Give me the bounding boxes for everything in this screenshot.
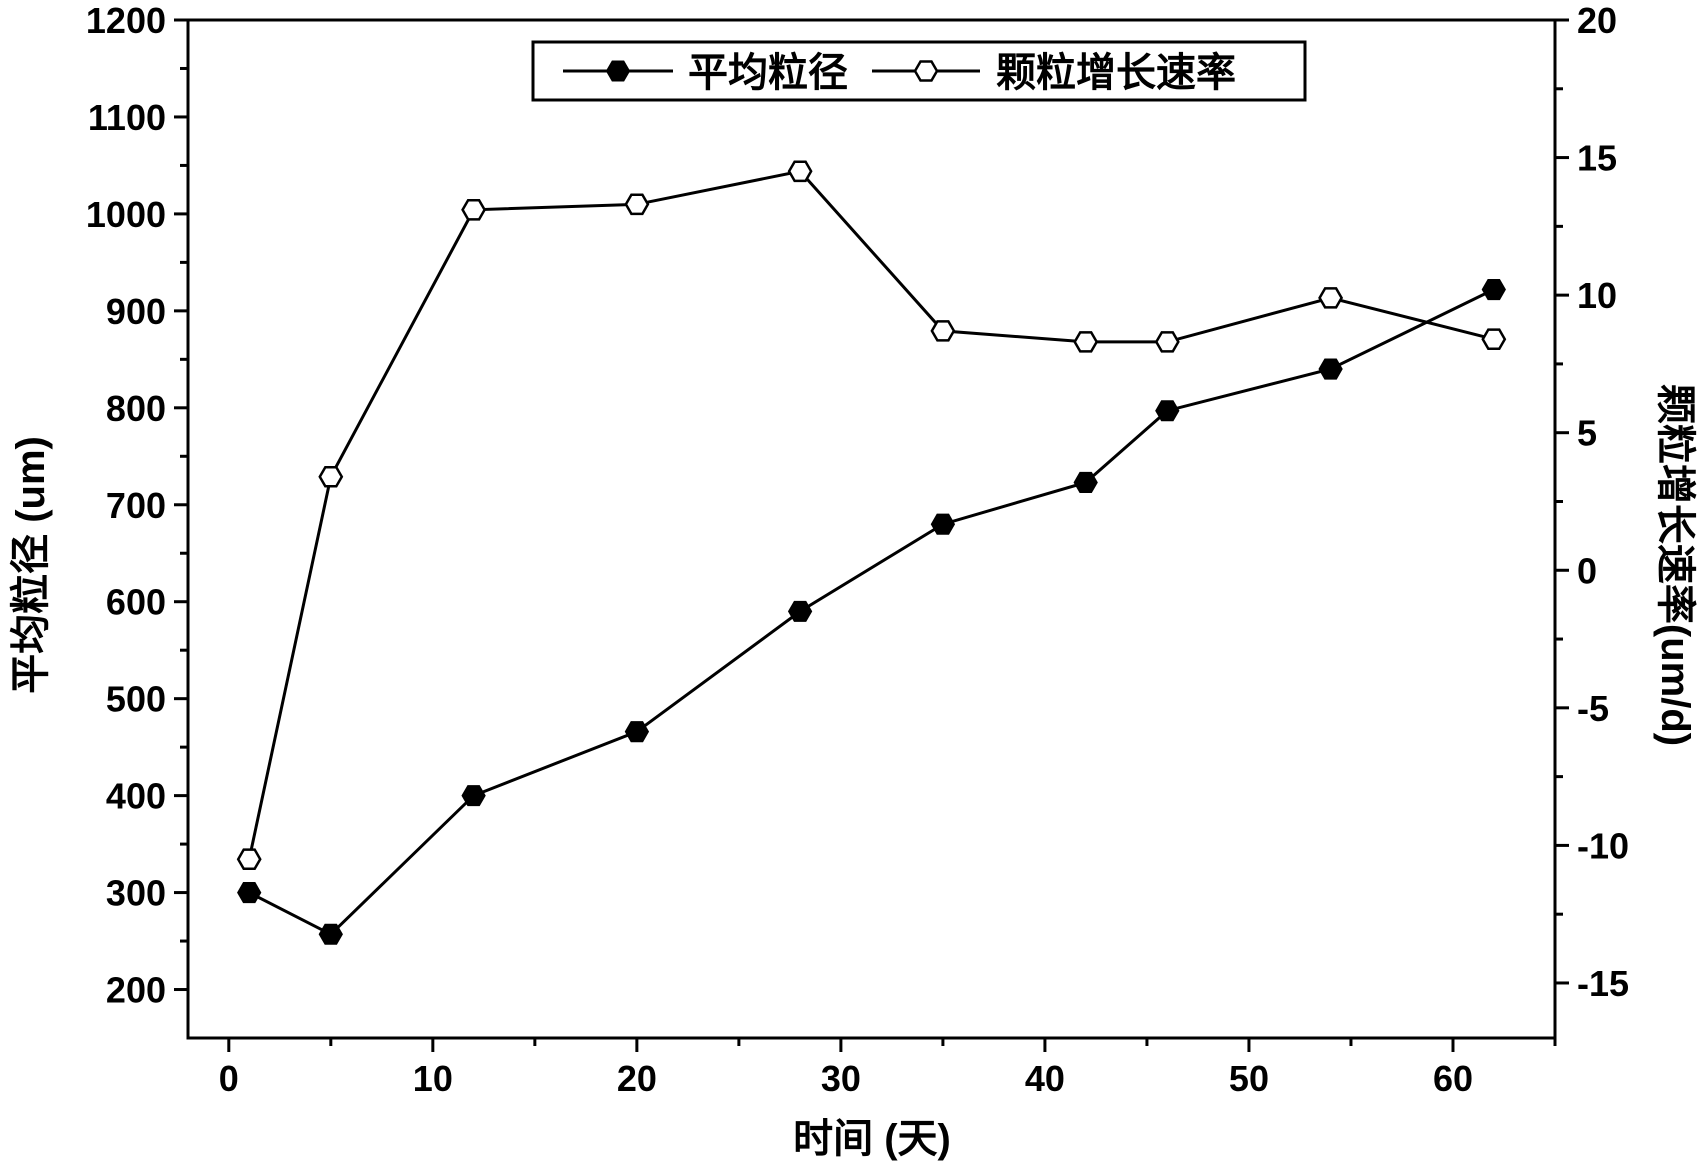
x-tick-label: 60 xyxy=(1433,1058,1473,1099)
right-y-tick-label: 10 xyxy=(1577,275,1617,316)
x-tick-label: 10 xyxy=(413,1058,453,1099)
series-2-point xyxy=(1318,287,1344,309)
series-1-point xyxy=(1481,279,1506,301)
series-2-point xyxy=(318,465,344,488)
left-y-tick-label: 800 xyxy=(106,388,166,429)
series-2-point xyxy=(787,160,813,183)
series-1-point xyxy=(318,923,343,945)
legend-label-series-1: 平均粒径 xyxy=(688,51,848,95)
left-y-tick-label: 400 xyxy=(106,776,166,817)
x-axis-title: 时间 (天) xyxy=(793,1117,951,1161)
right-y-tick-label: -10 xyxy=(1577,825,1629,866)
x-tick-label: 50 xyxy=(1229,1058,1269,1099)
right-y-tick-label: 5 xyxy=(1577,413,1597,454)
right-y-tick-label: 15 xyxy=(1577,138,1617,179)
series-line-1 xyxy=(248,288,1495,937)
series-1-point xyxy=(787,600,813,622)
legend-label-series-2: 颗粒增长速率 xyxy=(996,51,1236,95)
legend-marker-series-2 xyxy=(913,60,939,82)
series-1-point xyxy=(1155,400,1180,422)
legend-marker-series-1 xyxy=(605,60,631,82)
x-tick-label: 20 xyxy=(617,1058,657,1099)
right-y-axis: -15 -10 -5 0 5 10 15 20 xyxy=(1555,0,1629,1004)
left-y-tick-label: 900 xyxy=(106,291,166,332)
series-2-point xyxy=(1154,331,1180,353)
series-1-point xyxy=(930,513,956,535)
series-1-point xyxy=(237,882,262,904)
x-tick-label: 30 xyxy=(821,1058,861,1099)
series-2-point xyxy=(1073,331,1099,353)
series-2-point xyxy=(1481,328,1507,350)
right-y-tick-label: 0 xyxy=(1577,550,1597,591)
x-axis: 0 10 20 30 40 50 60 xyxy=(219,1038,1557,1099)
series-2-point xyxy=(930,320,956,342)
right-y-axis-title: 颗粒增长速率(um/d) xyxy=(1653,384,1697,746)
series-1-point xyxy=(461,785,486,807)
series-1-point xyxy=(1073,471,1098,493)
x-tick-label: 40 xyxy=(1025,1058,1065,1099)
left-y-tick-label: 300 xyxy=(106,873,166,914)
right-y-tick-label: 20 xyxy=(1577,0,1617,41)
left-y-tick-label: 500 xyxy=(106,679,166,720)
left-y-tick-label: 1200 xyxy=(86,0,166,41)
left-y-tick-label: 600 xyxy=(106,582,166,623)
left-y-axis-title: 平均粒径 (um) xyxy=(9,436,53,694)
series-2-point xyxy=(236,848,262,870)
series-layer xyxy=(236,160,1507,945)
series-1-point xyxy=(1318,358,1343,380)
series-2-point xyxy=(624,193,650,216)
series-1-point xyxy=(624,721,650,743)
legend: 平均粒径 颗粒增长速率 xyxy=(531,40,1307,102)
left-y-tick-label: 700 xyxy=(106,485,166,526)
right-y-tick-label: -15 xyxy=(1577,963,1629,1004)
plot-area-frame xyxy=(186,18,1557,1040)
left-y-tick-label: 200 xyxy=(106,970,166,1011)
x-tick-label: 0 xyxy=(219,1058,239,1099)
left-y-tick-label: 1000 xyxy=(86,194,166,235)
right-y-tick-label: -5 xyxy=(1577,688,1609,729)
left-y-axis: 200 300 400 500 600 700 800 900 1000 1100 1200 xyxy=(86,0,188,1011)
left-y-tick-label: 1100 xyxy=(88,97,166,138)
series-line-2 xyxy=(247,169,1495,860)
series-2-point xyxy=(461,199,487,221)
